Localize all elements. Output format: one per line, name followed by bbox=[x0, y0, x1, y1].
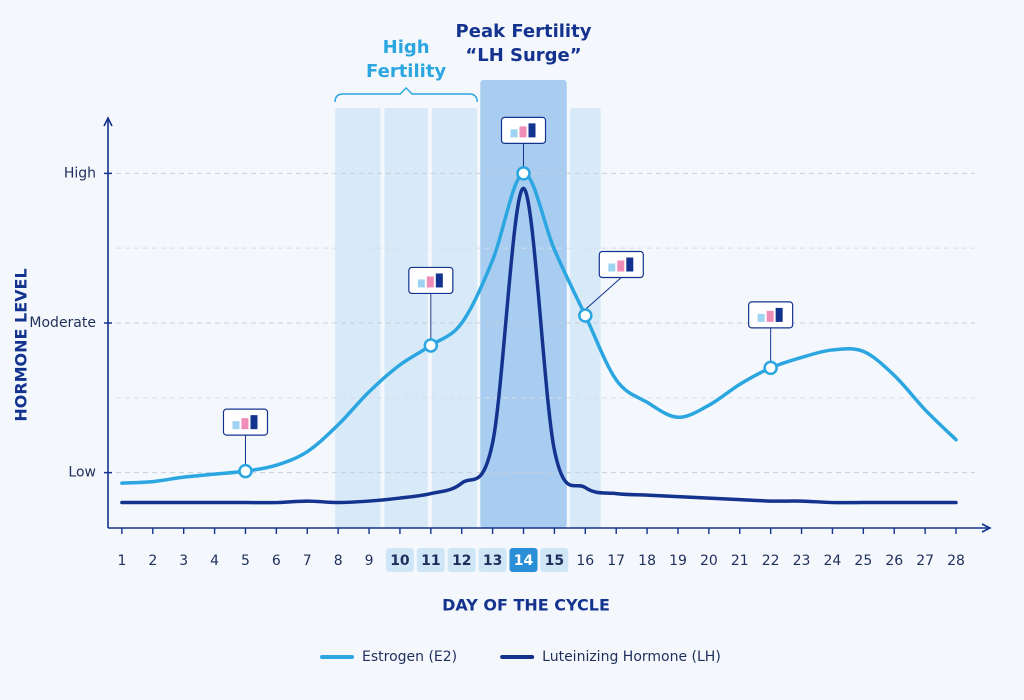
y-tick-label: Moderate bbox=[29, 315, 96, 331]
callout-icon-bar bbox=[608, 263, 616, 272]
legend-label: Estrogen (E2) bbox=[362, 649, 457, 665]
x-tick-label: 22 bbox=[762, 553, 780, 569]
day-highlight bbox=[447, 548, 476, 572]
x-tick-label: 12 bbox=[452, 553, 471, 569]
y-tick-label: High bbox=[64, 165, 96, 181]
x-tick-label: 19 bbox=[669, 553, 687, 569]
callout-leader bbox=[584, 277, 622, 310]
callout-icon-bar bbox=[241, 418, 249, 430]
x-axis-label: DAY OF THE CYCLE bbox=[442, 596, 610, 615]
band-label: Peak Fertility bbox=[455, 21, 592, 42]
x-tick-label: 21 bbox=[731, 553, 749, 569]
callout-icon-bar bbox=[617, 260, 625, 272]
callout-icon-bar bbox=[757, 313, 765, 322]
callout-icon-bar bbox=[775, 307, 783, 322]
x-tick-label: 4 bbox=[210, 553, 219, 569]
data-point bbox=[578, 308, 593, 323]
x-tick-label: 20 bbox=[700, 553, 718, 569]
x-tick-label: 11 bbox=[421, 553, 440, 569]
x-tick-label: 18 bbox=[638, 553, 656, 569]
x-tick-label: 24 bbox=[824, 553, 842, 569]
x-tick-label: 16 bbox=[576, 553, 594, 569]
x-tick-label: 10 bbox=[390, 553, 410, 569]
day-highlight bbox=[385, 548, 414, 572]
series-line bbox=[120, 186, 958, 505]
x-tick-label: 23 bbox=[793, 553, 811, 569]
x-tick-label: 26 bbox=[885, 553, 903, 569]
x-axis-arrow bbox=[981, 523, 992, 533]
callout-icon-bar bbox=[426, 276, 434, 288]
callout-icon-bar bbox=[250, 415, 258, 430]
y-tick-label: Low bbox=[68, 465, 96, 481]
x-tick-label: 9 bbox=[365, 553, 374, 569]
band-brace bbox=[334, 86, 478, 103]
callout-icon-bar bbox=[232, 421, 240, 430]
x-tick-label: 8 bbox=[334, 553, 343, 569]
day-highlight bbox=[509, 548, 538, 572]
fertility-band bbox=[335, 108, 478, 528]
x-tick-label: 17 bbox=[607, 553, 625, 569]
callout-icon-bar bbox=[519, 126, 527, 138]
x-tick-label: 2 bbox=[148, 553, 157, 569]
callout-icon-bar bbox=[435, 273, 443, 288]
band-sublabel: “LH Surge” bbox=[465, 45, 582, 66]
data-point bbox=[423, 338, 439, 353]
callout-icon-bar bbox=[510, 129, 518, 138]
legend-label: Luteinizing Hormone (LH) bbox=[542, 649, 721, 665]
x-tick-label: 15 bbox=[545, 553, 564, 569]
series-line bbox=[120, 171, 958, 485]
x-tick-label: 25 bbox=[854, 553, 872, 569]
data-point bbox=[238, 463, 253, 479]
day-highlight bbox=[478, 548, 507, 572]
band-label: High Fertility bbox=[366, 37, 447, 82]
x-tick-label: 5 bbox=[241, 553, 250, 569]
x-tick-label: 1 bbox=[117, 553, 126, 569]
y-axis-arrow bbox=[103, 116, 113, 127]
x-tick-label: 27 bbox=[916, 553, 934, 569]
x-tick-label: 14 bbox=[514, 553, 534, 569]
callout-icon-bar bbox=[528, 123, 536, 138]
x-tick-label: 3 bbox=[179, 553, 188, 569]
y-axis-label: HORMONE LEVEL bbox=[12, 268, 31, 421]
data-point bbox=[516, 166, 531, 181]
x-tick-label: 28 bbox=[947, 553, 965, 569]
x-tick-label: 13 bbox=[483, 553, 502, 569]
day-highlight bbox=[416, 548, 445, 572]
callout-icon-bar bbox=[417, 279, 425, 288]
data-point bbox=[763, 360, 778, 376]
day-highlight bbox=[540, 548, 569, 572]
fertility-band bbox=[480, 80, 567, 528]
callout-icon-bar bbox=[626, 257, 634, 272]
x-tick-label: 7 bbox=[303, 553, 312, 569]
x-tick-label: 6 bbox=[272, 553, 281, 569]
callout-icon-bar bbox=[766, 310, 774, 322]
